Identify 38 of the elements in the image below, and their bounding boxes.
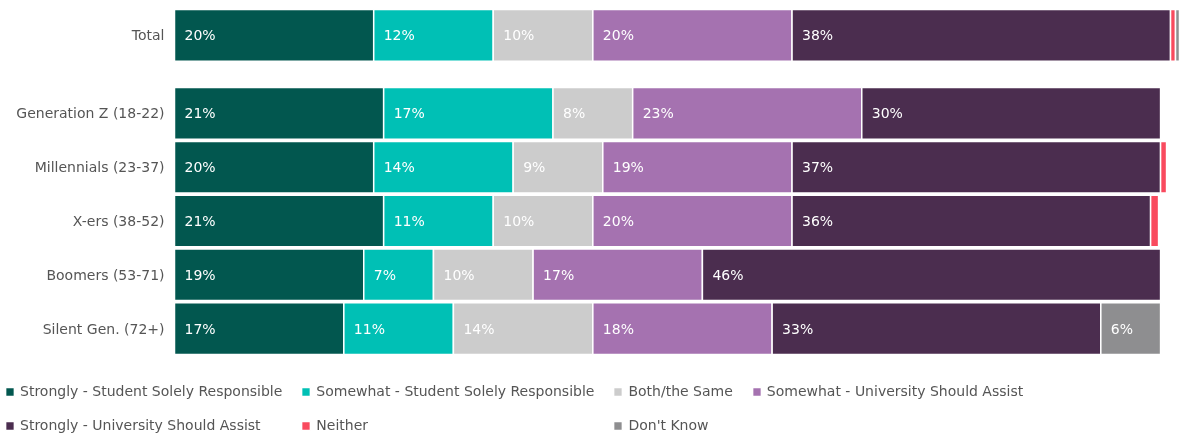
data-label: 17% xyxy=(393,105,425,122)
data-label: 19% xyxy=(612,159,644,176)
data-label: 12% xyxy=(383,27,415,44)
data-label: 36% xyxy=(802,213,834,229)
data-label: 20% xyxy=(184,159,216,176)
y-tick-label: Total xyxy=(130,27,165,44)
data-label: 21% xyxy=(184,213,216,229)
y-tick-label: Boomers (53-71) xyxy=(46,266,165,283)
legend-label: Don't Know xyxy=(628,417,709,433)
data-label: 46% xyxy=(712,266,744,283)
data-label: 17% xyxy=(184,320,216,337)
data-label: 7% xyxy=(373,266,396,283)
data-label: 19% xyxy=(184,266,216,283)
legend-label: Neither xyxy=(316,417,369,433)
legend-label: Somewhat - Student Solely Responsible xyxy=(316,383,595,399)
data-label: 23% xyxy=(642,105,674,122)
legend-label: Strongly - Student Solely Responsible xyxy=(20,383,283,399)
data-label: 30% xyxy=(871,105,903,122)
data-label: 38% xyxy=(802,27,834,44)
data-label: 17% xyxy=(543,266,575,283)
legend-label: Both/the Same xyxy=(628,383,733,399)
data-label: 14% xyxy=(383,159,415,176)
legend-label: Strongly - University Should Assist xyxy=(20,417,261,433)
legend-label: Somewhat - University Should Assist xyxy=(766,383,1024,399)
y-tick-label: Millennials (23-37) xyxy=(34,159,165,176)
data-label: 21% xyxy=(184,105,216,122)
data-label: 11% xyxy=(353,320,385,337)
data-label: 20% xyxy=(602,213,634,229)
data-label: 18% xyxy=(602,320,634,337)
y-tick-label: Generation Z (18-22) xyxy=(16,105,165,122)
data-label: 37% xyxy=(802,159,834,176)
y-tick-label: Silent Gen. (72+) xyxy=(42,320,165,337)
data-label: 11% xyxy=(393,213,425,229)
data-label: 6% xyxy=(1110,320,1134,337)
data-label: 33% xyxy=(782,320,814,337)
data-label: 20% xyxy=(602,27,634,44)
data-label: 20% xyxy=(184,27,216,44)
y-tick-label: X-ers (38-52) xyxy=(72,213,165,229)
